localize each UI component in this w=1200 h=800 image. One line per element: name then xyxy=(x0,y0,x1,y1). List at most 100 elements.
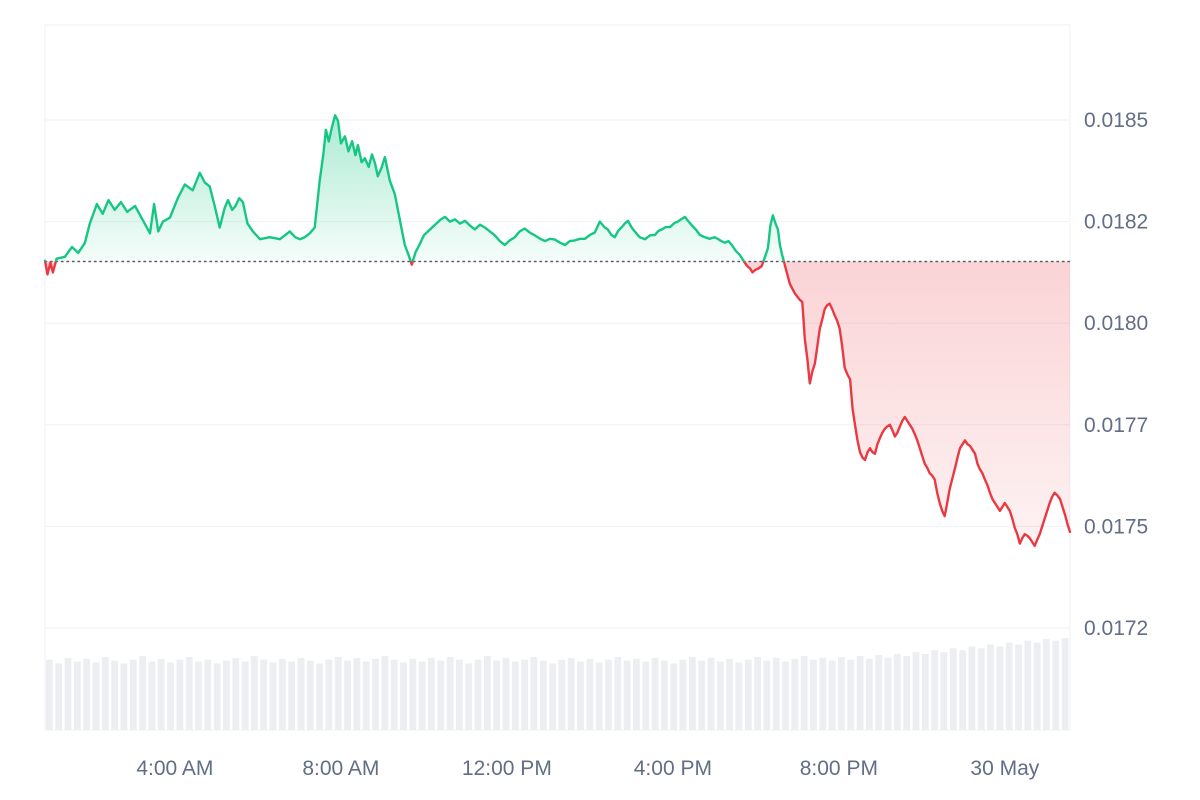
volume-bar xyxy=(511,661,519,730)
volume-bar xyxy=(465,663,473,730)
price-line-down xyxy=(43,261,1072,548)
volume-bar xyxy=(195,661,202,730)
volume-bar xyxy=(474,659,482,730)
x-axis-label: 30 May xyxy=(970,757,1039,780)
volume-bar xyxy=(316,663,323,730)
volume-bar xyxy=(689,656,696,731)
volume-bar xyxy=(325,659,333,730)
volume-bar xyxy=(409,658,417,731)
volume-bar xyxy=(400,662,407,730)
x-axis-label: 4:00 AM xyxy=(136,757,213,780)
volume-bar xyxy=(204,659,212,730)
volume-bar xyxy=(223,660,230,730)
volume-bar xyxy=(539,660,547,730)
price-line-up xyxy=(43,114,786,262)
volume-bar xyxy=(139,655,146,730)
volume-bar xyxy=(269,662,277,730)
volume-bar xyxy=(595,662,603,730)
volume-bar xyxy=(232,657,240,730)
volume-bar xyxy=(642,661,650,730)
volume-bar xyxy=(987,644,994,730)
volume-bar xyxy=(101,656,109,731)
volume-bar xyxy=(418,661,426,730)
y-axis-label: 0.0185 xyxy=(1084,109,1148,132)
volume-bar xyxy=(1015,644,1022,730)
volume-bar xyxy=(185,656,193,731)
volume-bar xyxy=(148,661,156,730)
volume-bar xyxy=(381,655,389,730)
volume-bar xyxy=(306,660,314,730)
volume-bar xyxy=(782,661,789,730)
volume-bar xyxy=(633,658,640,731)
volume-bar xyxy=(707,657,715,730)
volume-bar xyxy=(46,659,53,730)
volume-bar xyxy=(353,657,361,730)
volume-bar xyxy=(763,660,771,730)
volume-bar xyxy=(614,656,622,731)
x-axis-label: 4:00 PM xyxy=(634,757,712,780)
volume-bar xyxy=(484,655,491,730)
volume-bar xyxy=(530,656,538,731)
volume-bar xyxy=(390,659,398,730)
volume-bar xyxy=(157,658,165,731)
volume-bar xyxy=(558,659,566,730)
volume-bar xyxy=(894,654,901,730)
x-axis-label: 12:00 PM xyxy=(462,757,552,780)
volume-bar xyxy=(176,659,184,730)
volume-bar xyxy=(549,663,556,730)
volume-bar xyxy=(129,659,137,730)
volume-bar xyxy=(884,657,892,730)
volume-bar xyxy=(334,656,342,731)
volume-bar xyxy=(828,660,836,730)
volume-bar xyxy=(577,661,584,730)
volume-bar xyxy=(251,655,258,730)
volume-bar xyxy=(772,657,780,730)
volume-bar xyxy=(716,661,724,730)
volume-bar xyxy=(605,659,612,730)
volume-bar xyxy=(344,660,351,730)
volume-bar xyxy=(1061,637,1069,730)
volume-bar xyxy=(521,659,528,730)
volume-bar xyxy=(866,658,873,731)
volume-bar xyxy=(111,660,118,730)
volume-bar xyxy=(903,655,911,730)
volume-bar xyxy=(1005,642,1013,730)
x-axis-label: 8:00 AM xyxy=(302,757,379,780)
volume-bar xyxy=(83,658,91,731)
volume-bar xyxy=(1043,638,1050,730)
volume-bar xyxy=(623,660,631,730)
volume-bar xyxy=(297,657,305,730)
volume-bar xyxy=(735,662,743,730)
volume-bar xyxy=(661,660,668,730)
y-axis-label: 0.0177 xyxy=(1084,414,1148,437)
volume-bar xyxy=(940,652,948,730)
volume-bar xyxy=(744,659,752,730)
x-axis-label: 8:00 PM xyxy=(800,757,878,780)
volume-bar xyxy=(1033,642,1041,730)
volume-bar xyxy=(931,650,938,730)
volume-bar xyxy=(791,658,799,731)
volume-bar xyxy=(875,655,883,730)
volume-bar xyxy=(428,657,435,730)
volume-bar xyxy=(167,662,174,730)
volume-bar xyxy=(959,650,966,730)
volume-bar xyxy=(856,655,864,730)
volume-bar xyxy=(241,661,249,730)
volume-bar xyxy=(968,646,976,730)
volume-bar xyxy=(651,657,659,730)
volume-bar xyxy=(1052,640,1060,730)
volume-bar xyxy=(456,659,463,730)
volume-bar xyxy=(996,646,1004,730)
volume-bar xyxy=(810,659,817,730)
volume-bar xyxy=(670,663,678,730)
volume-bar xyxy=(847,659,855,730)
volume-bar xyxy=(800,655,808,730)
volume-bar xyxy=(921,654,929,730)
y-axis-label: 0.0180 xyxy=(1084,312,1148,335)
volume-bar xyxy=(260,659,268,730)
volume-bar xyxy=(1024,640,1032,730)
volume-bar xyxy=(726,658,733,731)
volume-bar xyxy=(912,652,920,730)
volume-bar xyxy=(288,661,296,730)
